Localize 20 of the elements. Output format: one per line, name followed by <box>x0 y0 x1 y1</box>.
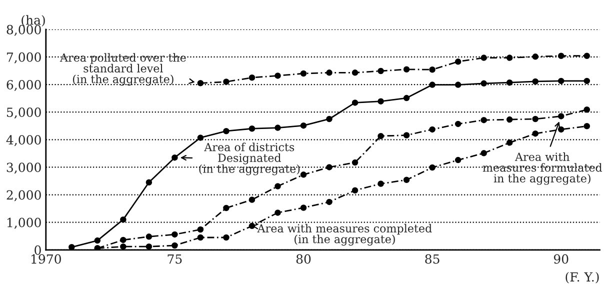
x-tick-label: 80 <box>296 254 311 264</box>
y-tick-label: 7,000 <box>7 52 41 64</box>
x-tick-label: 75 <box>168 254 182 264</box>
annotation: Area with measures completed (in the aggregate) <box>257 224 432 246</box>
annotation: Area with measures formulated in the aggregate) <box>482 152 602 185</box>
y-tick-label: 6,000 <box>6 80 41 91</box>
annotation: Area of districts Designated (in the aggregate) <box>199 142 300 176</box>
x-tick-label: 90 <box>554 254 568 264</box>
y-tick-label: 0 <box>34 245 41 255</box>
y-tick-label: 8,000 <box>6 24 41 36</box>
x-axis-title: (F. Y.) <box>566 272 599 284</box>
y-axis-title: (ha) <box>22 15 45 27</box>
y-tick-label: 3,000 <box>6 162 41 174</box>
y-tick-label: 2,000 <box>6 190 41 202</box>
annotation: Area polluted over the standard level (in the aggregate) <box>60 53 186 86</box>
x-tick-label: 85 <box>425 254 440 264</box>
y-tick-label: 1,000 <box>7 218 41 229</box>
x-tick-label: 1970 <box>32 254 61 264</box>
y-tick-label: 5,000 <box>7 108 41 119</box>
y-tick-label: 4,000 <box>6 135 41 146</box>
